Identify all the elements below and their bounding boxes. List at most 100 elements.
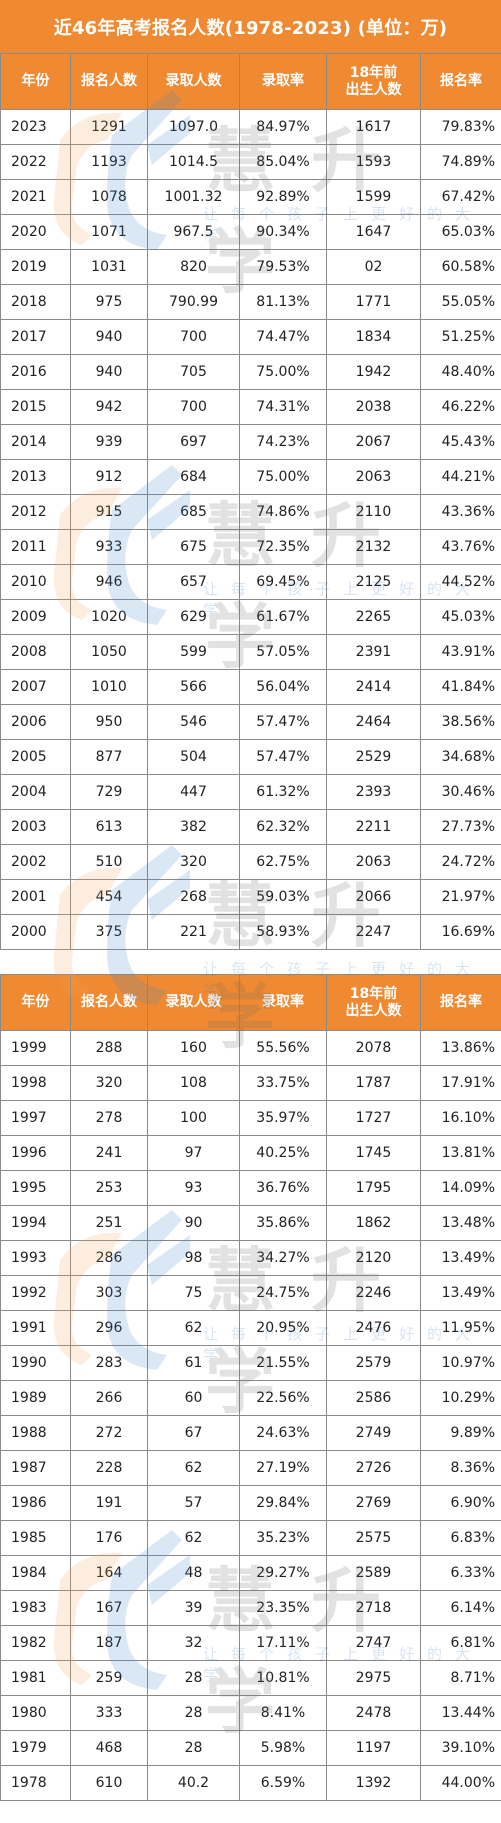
cell-births-18-years-prior: 2110	[326, 494, 421, 530]
cell-applicants: 286	[70, 1240, 148, 1276]
cell-admission-rate: 35.23%	[239, 1520, 327, 1556]
cell-year: 2012	[0, 494, 71, 530]
cell-year: 1994	[0, 1205, 71, 1241]
cell-admitted: 320	[147, 844, 240, 880]
cell-admitted: 62	[147, 1450, 240, 1486]
header-applicants: 报名人数	[70, 974, 148, 1031]
cell-year: 2011	[0, 529, 71, 565]
cell-admitted: 28	[147, 1695, 240, 1731]
table-row: 2019 1031 820 79.53% 02 60.58%	[0, 249, 501, 285]
cell-admission-rate: 57.05%	[239, 634, 327, 670]
cell-admission-rate: 74.86%	[239, 494, 327, 530]
page-title: 近46年高考报名人数(1978-2023) (单位：万)	[0, 0, 501, 53]
cell-applicants: 288	[70, 1030, 148, 1066]
cell-applicants: 946	[70, 564, 148, 600]
cell-application-rate: 27.73%	[420, 809, 501, 845]
table-row: 2004 729 447 61.32% 2393 30.46%	[0, 774, 501, 810]
cell-births-18-years-prior: 2747	[326, 1625, 421, 1661]
cell-applicants: 915	[70, 494, 148, 530]
cell-births-18-years-prior: 2476	[326, 1310, 421, 1346]
cell-application-rate: 13.49%	[420, 1275, 501, 1311]
cell-admission-rate: 69.45%	[239, 564, 327, 600]
cell-applicants: 251	[70, 1205, 148, 1241]
table-row: 1997 278 100 35.97% 1727 16.10%	[0, 1100, 501, 1136]
cell-year: 2016	[0, 354, 71, 390]
cell-births-18-years-prior: 1942	[326, 354, 421, 390]
cell-year: 2019	[0, 249, 71, 285]
cell-admission-rate: 62.75%	[239, 844, 327, 880]
cell-admission-rate: 74.23%	[239, 424, 327, 460]
cell-year: 2001	[0, 879, 71, 915]
table-row: 2022 1193 1014.5 85.04% 1593 74.89%	[0, 144, 501, 180]
cell-applicants: 1010	[70, 669, 148, 705]
cell-year: 2004	[0, 774, 71, 810]
cell-application-rate: 44.52%	[420, 564, 501, 600]
table-row: 1993 286 98 34.27% 2120 13.49%	[0, 1240, 501, 1276]
cell-application-rate: 11.95%	[420, 1310, 501, 1346]
table-row: 2009 1020 629 61.67% 2265 45.03%	[0, 599, 501, 635]
cell-births-18-years-prior: 1617	[326, 109, 421, 145]
cell-births-18-years-prior: 2718	[326, 1590, 421, 1626]
cell-births-18-years-prior: 1197	[326, 1730, 421, 1766]
cell-admitted: 60	[147, 1380, 240, 1416]
admissions-table-2000-2023: 年份 报名人数 录取人数 录取率 18年前 出生人数 报名率 2023 1291 1…	[0, 53, 501, 950]
table-row: 2020 1071 967.5 90.34% 1647 65.03%	[0, 214, 501, 250]
table-header-row: 年份 报名人数 录取人数 录取率 18年前 出生人数 报名率	[0, 974, 501, 1031]
cell-births-18-years-prior: 1834	[326, 319, 421, 355]
cell-year: 1998	[0, 1065, 71, 1101]
cell-applicants: 939	[70, 424, 148, 460]
cell-admitted: 61	[147, 1345, 240, 1381]
cell-admission-rate: 61.67%	[239, 599, 327, 635]
cell-year: 1987	[0, 1450, 71, 1486]
cell-admitted: 268	[147, 879, 240, 915]
cell-births-18-years-prior: 2063	[326, 459, 421, 495]
cell-year: 2020	[0, 214, 71, 250]
cell-admitted: 57	[147, 1485, 240, 1521]
cell-application-rate: 9.89%	[420, 1415, 501, 1451]
cell-applicants: 266	[70, 1380, 148, 1416]
cell-admitted: 697	[147, 424, 240, 460]
cell-year: 1992	[0, 1275, 71, 1311]
cell-application-rate: 13.86%	[420, 1030, 501, 1066]
cell-births-18-years-prior: 1745	[326, 1135, 421, 1171]
cell-admission-rate: 81.13%	[239, 284, 327, 320]
cell-applicants: 940	[70, 354, 148, 390]
cell-applicants: 912	[70, 459, 148, 495]
table-row: 2002 510 320 62.75% 2063 24.72%	[0, 844, 501, 880]
cell-births-18-years-prior: 2038	[326, 389, 421, 425]
table-row: 2003 613 382 62.32% 2211 27.73%	[0, 809, 501, 845]
cell-application-rate: 46.22%	[420, 389, 501, 425]
cell-births-18-years-prior: 1392	[326, 1765, 421, 1801]
cell-admitted: 97	[147, 1135, 240, 1171]
cell-admission-rate: 24.75%	[239, 1275, 327, 1311]
cell-admission-rate: 58.93%	[239, 914, 327, 950]
cell-year: 1981	[0, 1660, 71, 1696]
cell-year: 1993	[0, 1240, 71, 1276]
cell-admitted: 32	[147, 1625, 240, 1661]
cell-application-rate: 16.69%	[420, 914, 501, 950]
cell-applicants: 272	[70, 1415, 148, 1451]
cell-births-18-years-prior: 2749	[326, 1415, 421, 1451]
table-row: 2008 1050 599 57.05% 2391 43.91%	[0, 634, 501, 670]
cell-admission-rate: 22.56%	[239, 1380, 327, 1416]
header-application-rate: 报名率	[420, 53, 501, 110]
cell-applicants: 1050	[70, 634, 148, 670]
cell-applicants: 296	[70, 1310, 148, 1346]
cell-application-rate: 6.33%	[420, 1555, 501, 1591]
cell-year: 1991	[0, 1310, 71, 1346]
cell-admission-rate: 20.95%	[239, 1310, 327, 1346]
table-row: 1992 303 75 24.75% 2246 13.49%	[0, 1275, 501, 1311]
table-row: 1994 251 90 35.86% 1862 13.48%	[0, 1205, 501, 1241]
table-row: 1998 320 108 33.75% 1787 17.91%	[0, 1065, 501, 1101]
cell-admitted: 684	[147, 459, 240, 495]
cell-applicants: 950	[70, 704, 148, 740]
cell-births-18-years-prior: 2575	[326, 1520, 421, 1556]
cell-admission-rate: 62.32%	[239, 809, 327, 845]
cell-applicants: 164	[70, 1555, 148, 1591]
cell-admission-rate: 72.35%	[239, 529, 327, 565]
table-header-row: 年份 报名人数 录取人数 录取率 18年前 出生人数 报名率	[0, 53, 501, 110]
cell-admission-rate: 35.97%	[239, 1100, 327, 1136]
cell-application-rate: 21.97%	[420, 879, 501, 915]
cell-year: 1979	[0, 1730, 71, 1766]
cell-applicants: 375	[70, 914, 148, 950]
